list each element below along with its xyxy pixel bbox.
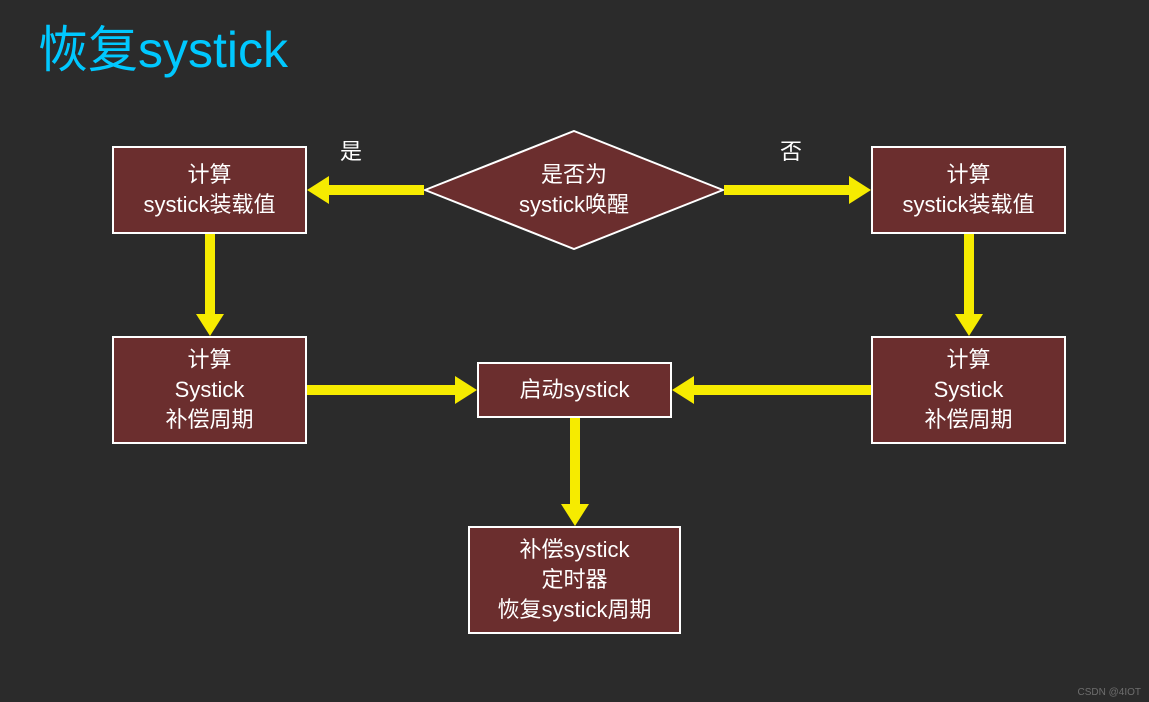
node-center: 启动systick bbox=[477, 362, 672, 418]
page-title: 恢复systick bbox=[38, 10, 288, 82]
node-left-top: 计算systick装载值 bbox=[112, 146, 307, 234]
watermark: CSDN @4IOT bbox=[1078, 687, 1142, 698]
decision-node: 是否为systick唤醒 bbox=[424, 130, 724, 250]
node-bottom: 补偿systick定时器恢复systick周期 bbox=[468, 526, 681, 634]
node-left-mid: 计算Systick补偿周期 bbox=[112, 336, 307, 444]
edge-label: 否 bbox=[780, 134, 802, 166]
node-right-mid: 计算Systick补偿周期 bbox=[871, 336, 1066, 444]
edge-label: 是 bbox=[340, 134, 362, 166]
node-right-top: 计算systick装载值 bbox=[871, 146, 1066, 234]
